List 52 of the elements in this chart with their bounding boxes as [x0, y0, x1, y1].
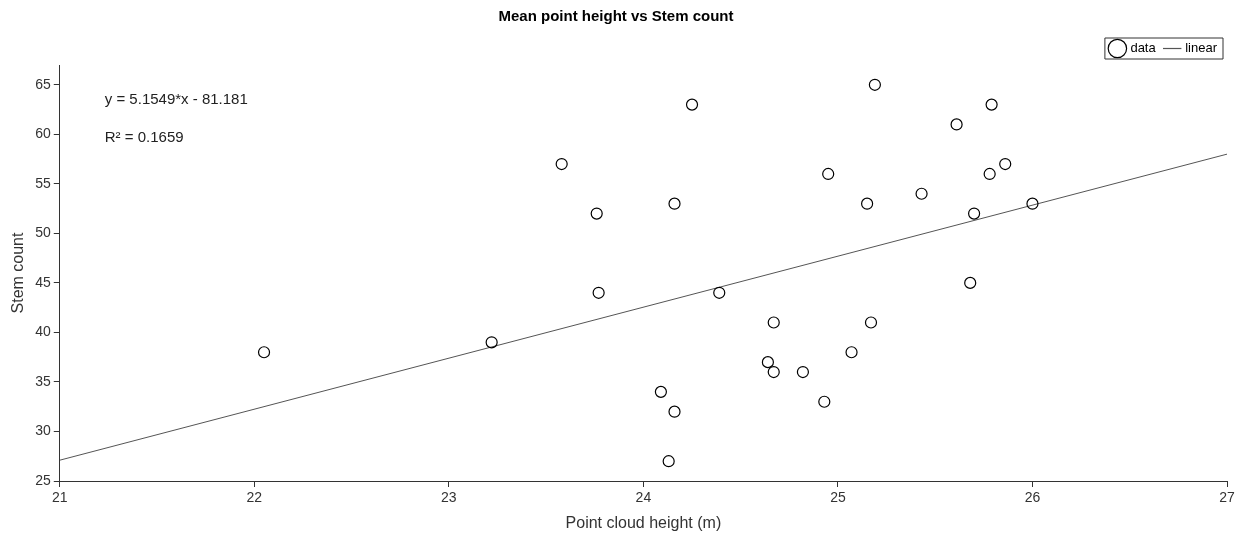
point: [964, 276, 977, 289]
point: [818, 395, 831, 408]
annotation: y = 5.1549*x - 81.181: [104, 90, 248, 108]
x-axis-title: Point cloud height (m): [565, 513, 722, 531]
x-tick-label: 26: [1024, 489, 1041, 506]
legend-label: data: [1130, 40, 1157, 56]
point: [845, 346, 858, 359]
x-tick-label: 27: [1219, 489, 1235, 506]
point: [685, 98, 699, 111]
point: [590, 207, 603, 220]
x-tick-label: 24: [635, 489, 652, 506]
point: [662, 455, 675, 468]
y-tick-label: 65: [35, 75, 51, 92]
point: [713, 286, 726, 299]
chart-title: Mean point height vs Stem count: [498, 7, 734, 25]
point: [1026, 197, 1039, 210]
y-tick-label: 45: [35, 273, 51, 290]
point: [861, 197, 874, 210]
point: [767, 365, 780, 379]
y-tick-label: 55: [35, 174, 51, 191]
y-tick-label: 40: [35, 323, 51, 340]
point: [983, 167, 996, 181]
point: [868, 78, 881, 91]
y-tick-label: 35: [35, 372, 51, 389]
point: [555, 157, 568, 171]
y-tick-label: 25: [35, 471, 51, 488]
point: [767, 316, 780, 329]
x-tick-label: 21: [51, 489, 68, 506]
y-tick-label: 60: [35, 125, 51, 142]
point: [796, 365, 810, 379]
y-tick-label: 30: [35, 422, 51, 439]
point: [592, 286, 605, 299]
point: [668, 197, 681, 210]
point: [968, 207, 981, 220]
point: [915, 187, 928, 200]
point: [485, 336, 498, 349]
legend-label: linear: [1185, 40, 1218, 56]
x-tick-label: 22: [246, 489, 263, 506]
point: [257, 346, 271, 359]
annotation: R² = 0.1659: [104, 128, 184, 146]
y-axis-title: Stem count: [9, 231, 27, 314]
point: [654, 385, 667, 398]
point: [999, 157, 1012, 171]
point: [950, 118, 963, 131]
y-tick-label: 50: [35, 224, 51, 241]
point: [822, 167, 835, 181]
point: [668, 405, 681, 418]
x-tick-label: 23: [441, 489, 457, 506]
point: [761, 356, 774, 369]
point: [985, 98, 998, 111]
point: [864, 316, 878, 329]
x-tick-label: 25: [830, 489, 846, 506]
